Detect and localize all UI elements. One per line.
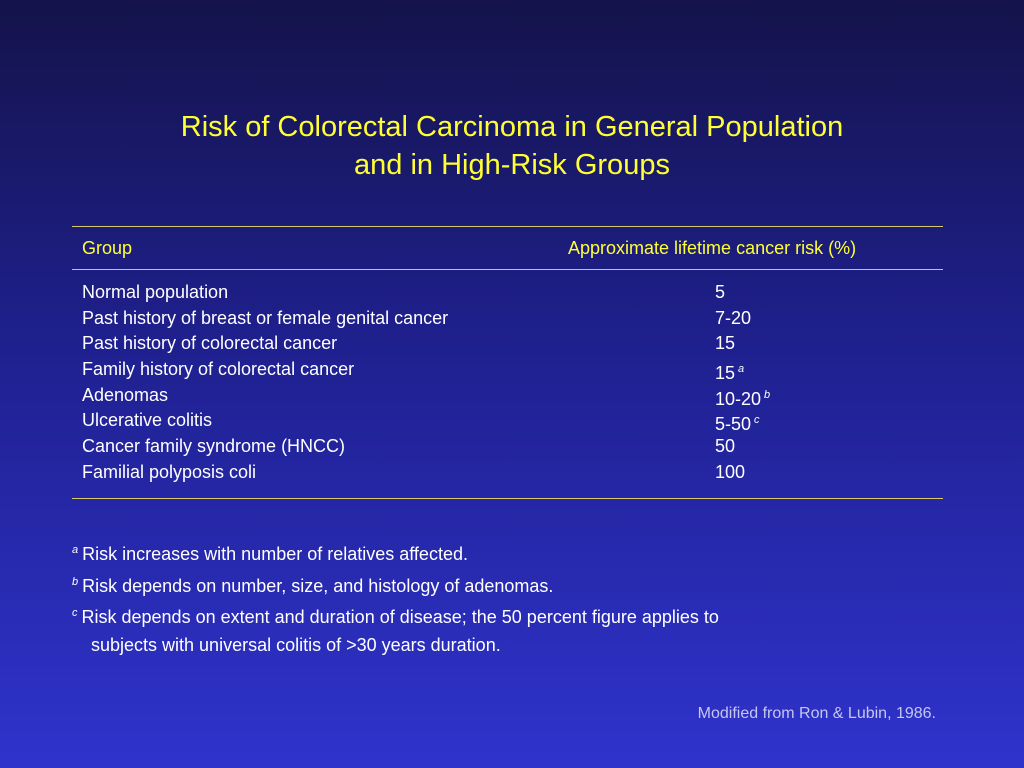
row-risk: 100 [715, 460, 745, 484]
footnote-marker-a: a [738, 363, 745, 376]
table-header-rule [72, 269, 943, 270]
table-row: Past history of breast or female genital… [82, 306, 842, 332]
row-group: Cancer family syndrome (HNCC) [82, 436, 346, 457]
footnote-marker-b: b [764, 388, 771, 401]
footnote-c: c Risk depends on extent and duration of … [72, 600, 952, 632]
row-group: Normal population [82, 282, 229, 302]
table-row: Ulcerative colitis 5-50 c [82, 408, 842, 434]
slide-title-line-2: and in High-Risk Groups [354, 149, 670, 181]
row-group: Familial polyposis coli [82, 461, 257, 482]
row-risk-value: 50 [715, 436, 736, 457]
row-group: Past history of breast or female genital… [82, 307, 449, 328]
column-header-risk: Approximate lifetime cancer risk (%) [568, 238, 857, 258]
row-group: Past history of colorectal cancer [82, 333, 338, 354]
slide-title: Risk of Colorectal Carcinoma in General … [0, 108, 1024, 184]
table-row: Normal population 5 [82, 280, 842, 306]
row-group: Ulcerative colitis [82, 410, 213, 431]
table-row: Past history of colorectal cancer 15 [82, 331, 842, 357]
footnote-marker: c [72, 607, 78, 619]
source-citation: Modified from Ron & Lubin, 1986. [697, 705, 936, 722]
row-risk: 5 [715, 280, 725, 304]
table-bottom-rule [72, 498, 943, 499]
table-top-rule [72, 226, 943, 227]
row-risk-value: 5 [715, 282, 726, 302]
footnote-text: Risk depends on number, size, and histol… [82, 575, 554, 596]
row-risk-value: 10-20 [715, 388, 762, 409]
row-group: Adenomas [82, 384, 169, 405]
row-risk-value: 15 [715, 363, 736, 384]
table-row: Adenomas 10-20 b [82, 383, 842, 409]
row-risk: 15 a [715, 357, 744, 385]
table-row: Family history of colorectal cancer 15 a [82, 357, 842, 383]
row-risk-value: 15 [715, 333, 736, 354]
footnote-text: Risk depends on extent and duration of d… [81, 607, 719, 627]
table-row: Familial polyposis coli 100 [82, 460, 842, 486]
row-risk: 5-50 c [715, 408, 760, 436]
row-risk: 7-20 [715, 306, 751, 330]
row-risk-value: 7-20 [715, 307, 752, 328]
table-row: Cancer family syndrome (HNCC) 50 [82, 434, 842, 460]
row-risk: 10-20 b [715, 383, 770, 411]
footnote-a: a Risk increases with number of relatives… [72, 537, 952, 569]
row-risk-value: 100 [715, 461, 746, 482]
row-risk: 50 [715, 434, 735, 458]
row-risk-value: 5-50 [715, 414, 752, 435]
footnote-text: Risk increases with number of relatives … [82, 544, 468, 564]
footnote-marker: a [72, 544, 79, 556]
column-header-group: Group [82, 238, 133, 258]
row-group: Family history of colorectal cancer [82, 359, 355, 380]
footnotes: a Risk increases with number of relatives… [72, 537, 952, 659]
footnote-c-continuation: subjects with universal colitis of >30 y… [91, 634, 501, 655]
footnote-marker-c: c [754, 414, 760, 427]
footnote-b: b Risk depends on number, size, and histo… [72, 569, 952, 601]
row-risk: 15 [715, 331, 735, 355]
table-body: Normal population 5 Past history of brea… [82, 280, 842, 486]
slide-title-line-1: Risk of Colorectal Carcinoma in General … [180, 111, 844, 143]
footnote-marker: b [72, 575, 79, 588]
